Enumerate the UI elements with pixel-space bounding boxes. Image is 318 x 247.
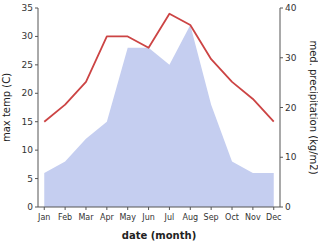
tick-label: 30 [285,53,297,63]
tick [35,178,38,179]
tick-label: Nov [245,213,261,222]
tick-label: 40 [285,3,297,13]
tick [44,207,45,210]
tick-label: 20 [285,103,297,113]
area [44,25,273,207]
tick-label: Dec [266,213,281,222]
tick [232,207,233,210]
tick-label: 0 [285,202,291,212]
line [44,14,273,122]
tick-label: 15 [22,117,33,127]
tick [35,121,38,122]
tick [280,57,283,58]
tick-label: Sep [204,213,219,222]
axis-label: med. precipitation (kg/m2) [308,40,318,174]
tick-label: 0 [27,202,33,212]
plot-area [44,14,273,207]
tick [148,207,149,210]
tick-label: 5 [27,174,33,184]
tick [85,207,86,210]
tick [280,207,283,208]
tick [35,36,38,37]
tick-label: 10 [22,145,34,155]
tick-label: Jun [141,213,155,222]
tick-label: Feb [58,213,72,222]
tick [273,207,274,210]
chart: 0 5 10 15 20 25 30 35 0 10 20 30 40 Jan Feb Mar Apr May Ju… [0,0,318,247]
tick-label: Jul [164,213,175,222]
tick [35,64,38,65]
tick [280,107,283,108]
tick-label: 10 [285,152,297,162]
axis-label: date (month) [122,230,196,241]
tick-label: Apr [100,213,115,222]
tick [106,207,107,210]
tick [35,8,38,9]
background [0,0,318,247]
axis-line [38,207,280,208]
tick-label: 30 [22,31,34,41]
axis-line [38,8,39,207]
tick-label: 35 [22,3,33,13]
tick [280,8,283,9]
tick [211,207,212,210]
tick [127,207,128,210]
tick-label: Oct [225,213,239,222]
tick-label: Jan [37,213,50,222]
tick [35,93,38,94]
tick [65,207,66,210]
tick [35,150,38,151]
tick-label: 20 [22,88,34,98]
tick-label: Mar [78,213,94,222]
tick [190,207,191,210]
axis-label: max temp (C) [1,73,12,142]
tick-label: May [119,213,136,222]
tick [169,207,170,210]
tick-label: Aug [182,213,198,222]
tick [280,157,283,158]
tick [35,207,38,208]
tick [252,207,253,210]
tick-label: 25 [22,60,33,70]
